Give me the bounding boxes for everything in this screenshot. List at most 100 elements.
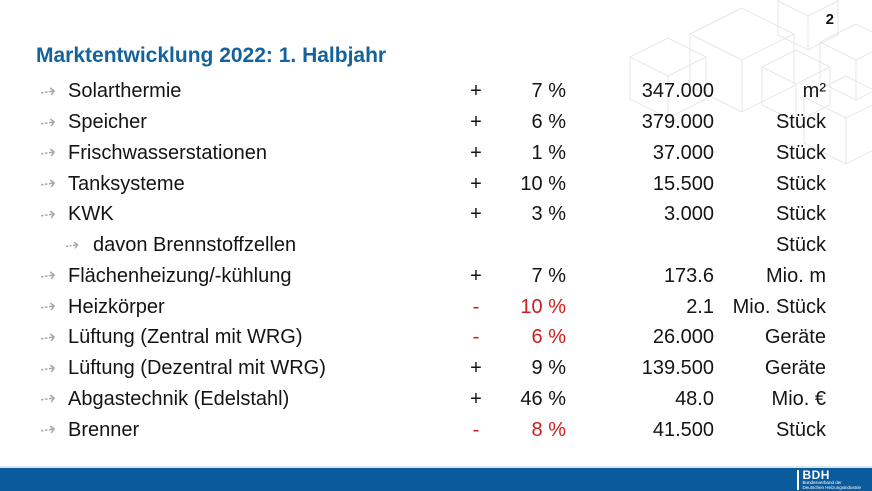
row-change-percent: 8 % [531,418,566,441]
row-unit: Mio. m [766,264,826,287]
table-row: ⇢ KWK + 3 % 3.000 Stück [38,199,826,230]
row-label: Lüftung (Dezentral mit WRG) [68,357,326,380]
row-unit: m² [802,80,826,103]
row-unit: Stück [775,111,826,134]
arrow-right-bullet-icon: ⇢ [38,141,58,166]
row-change-percent: 6 % [531,326,566,349]
slide-title: Marktentwicklung 2022: 1. Halbjahr [36,44,387,67]
row-label: Brenner [68,418,140,441]
row-unit: Stück [775,172,826,195]
table-row: ⇢ Flächenheizung/-kühlung + 7 % 173.6 Mi… [38,261,826,292]
arrow-right-bullet-icon: ⇢ [38,79,58,104]
row-value: 139.500 [641,357,714,380]
row-unit: Mio. Stück [732,295,826,318]
row-label-cell: ⇢ Flächenheizung/-kühlung [38,264,458,289]
bdh-logo: BDH Bundesverband der Deutschen Heizungs… [797,468,861,490]
row-value: 173.6 [663,264,714,287]
row-value: 26.000 [652,326,714,349]
row-change-percent: 1 % [531,141,566,164]
row-change-sign: + [470,357,482,380]
row-change-sign: + [470,80,482,103]
row-unit: Stück [775,418,826,441]
row-label-cell: ⇢ Heizkörper [38,294,458,319]
row-value: 37.000 [652,141,714,164]
row-unit: Mio. € [771,387,826,410]
row-change-sign: + [470,141,482,164]
table-row: ⇢ Abgastechnik (Edelstahl) + 46 % 48.0 M… [38,384,826,415]
table-row: ⇢ Speicher + 6 % 379.000 Stück [38,107,826,138]
row-value: 379.000 [641,111,714,134]
row-label-cell: ⇢ davon Brennstoffzellen [40,234,458,257]
row-change-sign: + [470,387,482,410]
row-label: Speicher [68,111,147,134]
row-unit: Stück [775,141,826,164]
bdh-logo-name: BDH [802,468,830,482]
table-row: ⇢ Frischwasserstationen + 1 % 37.000 Stü… [38,138,826,169]
row-change-percent: 3 % [531,203,566,226]
arrow-right-bullet-icon: ⇢ [38,202,58,227]
arrow-right-bullet-icon: ⇢ [38,171,58,196]
row-label-cell: ⇢ Lüftung (Dezentral mit WRG) [38,356,458,381]
arrow-right-bullet-icon: ⇢ [63,234,81,257]
arrow-right-bullet-icon: ⇢ [38,110,58,135]
table-row: ⇢ davon Brennstoffzellen Stück [40,230,826,261]
table-row: ⇢ Solarthermie + 7 % 347.000 m² [38,76,826,107]
row-label-cell: ⇢ Frischwasserstationen [38,141,458,166]
row-change-percent: 7 % [531,264,566,287]
row-label: davon Brennstoffzellen [93,234,297,257]
row-label: Heizkörper [68,295,165,318]
table-row: ⇢ Lüftung (Zentral mit WRG) - 6 % 26.000… [39,322,826,353]
row-label: Lüftung (Zentral mit WRG) [68,326,303,349]
row-value: 3.000 [663,203,714,226]
row-label: Abgastechnik (Edelstahl) [68,387,290,410]
row-change-sign: + [470,264,482,287]
row-label-cell: ⇢ Brenner [38,417,458,442]
bdh-logo-subline-2: Deutschen Heizungsindustrie [802,484,861,490]
row-unit: Stück [775,234,826,257]
row-label-cell: ⇢ Tanksysteme [38,171,458,196]
row-change-percent: 46 % [520,387,566,410]
row-label-cell: ⇢ KWK [38,202,458,227]
row-change-percent: 10 % [520,172,566,195]
arrow-right-bullet-icon: ⇢ [38,356,58,381]
row-label: Flächenheizung/-kühlung [68,264,292,287]
arrow-right-bullet-icon: ⇢ [38,264,58,289]
table-row: ⇢ Brenner - 8 % 41.500 Stück [38,414,826,445]
row-unit: Geräte [764,357,826,380]
footer-bar: BDH Bundesverband der Deutschen Heizungs… [0,466,872,491]
market-development-table: ⇢ Solarthermie + 7 % 347.000 m² ⇢ Speich… [38,76,826,445]
row-label-cell: ⇢ Speicher [38,110,458,135]
row-change-percent: 6 % [531,111,566,134]
row-change-sign: + [470,172,482,195]
arrow-right-bullet-icon: ⇢ [38,294,58,319]
table-row: ⇢ Tanksysteme + 10 % 15.500 Stück [38,168,826,199]
row-value: 2.1 [686,295,714,318]
row-label-cell: ⇢ Abgastechnik (Edelstahl) [38,387,458,412]
row-label: Tanksysteme [68,172,185,195]
table-row: ⇢ Lüftung (Dezentral mit WRG) + 9 % 139.… [38,353,826,384]
row-change-sign: + [470,203,482,226]
table-row: ⇢ Heizkörper - 10 % 2.1 Mio. Stück [38,291,826,322]
row-value: 347.000 [641,80,714,103]
row-unit: Stück [775,203,826,226]
row-change-sign: - [472,295,480,318]
row-change-percent: 10 % [520,295,566,318]
row-value: 15.500 [652,172,714,195]
arrow-right-bullet-icon: ⇢ [38,417,58,442]
row-change-percent: 7 % [531,80,566,103]
row-change-sign: - [472,418,480,441]
row-label-cell: ⇢ Lüftung (Zentral mit WRG) [39,326,458,350]
row-label: Frischwasserstationen [68,141,267,164]
row-change-percent: 9 % [531,357,566,380]
row-change-sign: - [472,326,480,349]
row-unit: Geräte [764,326,826,349]
row-label: Solarthermie [68,80,182,103]
row-label: KWK [68,203,114,226]
bdh-logo-subline-1: Bundesverband der [802,480,842,485]
arrow-right-bullet-icon: ⇢ [38,387,58,412]
row-value: 48.0 [675,387,714,410]
row-change-sign: + [470,111,482,134]
row-value: 41.500 [652,418,714,441]
page-number: 2 [825,11,834,28]
